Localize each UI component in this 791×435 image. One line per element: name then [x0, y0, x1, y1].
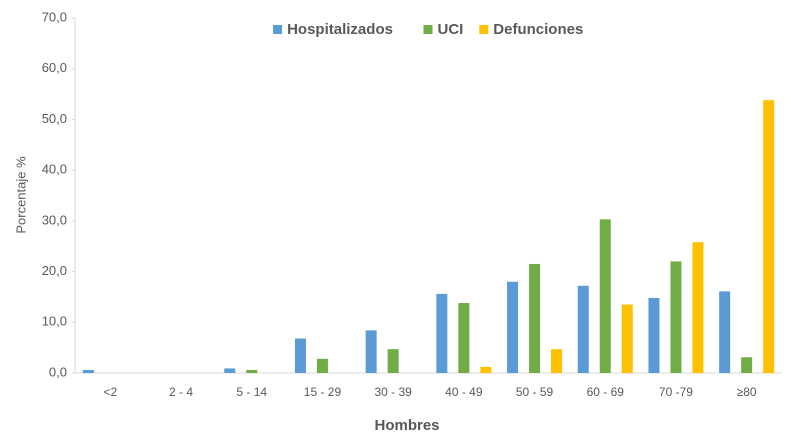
- y-tick-label: 30,0: [42, 212, 67, 227]
- bar: [621, 304, 633, 373]
- x-tick-label: 50 - 59: [516, 385, 554, 399]
- bar: [529, 263, 541, 373]
- legend-swatch: [273, 25, 283, 34]
- bar: [599, 219, 611, 373]
- x-tick-label: 15 - 29: [304, 385, 342, 399]
- bar: [316, 358, 328, 373]
- bar: [507, 281, 519, 373]
- x-tick-label: 70 -79: [659, 385, 693, 399]
- x-tick-label: <2: [104, 385, 118, 399]
- bar: [551, 349, 563, 373]
- y-tick-label: 50,0: [42, 111, 67, 126]
- bar: [458, 303, 470, 373]
- bar: [692, 242, 704, 373]
- y-tick-label: 40,0: [42, 162, 67, 177]
- legend-label: UCI: [438, 21, 464, 38]
- y-tick-label: 0,0: [49, 364, 67, 379]
- bar: [365, 330, 377, 373]
- x-tick-label: 40 - 49: [445, 385, 483, 399]
- legend-label: Defunciones: [493, 21, 583, 38]
- bar: [436, 293, 448, 373]
- x-tick-label: 2 - 4: [169, 385, 193, 399]
- bar: [387, 349, 399, 373]
- legend-label: Hospitalizados: [287, 21, 393, 38]
- x-axis-title: Hombres: [374, 417, 439, 434]
- bar: [670, 261, 682, 373]
- x-tick-label: 30 - 39: [374, 385, 412, 399]
- bar: [82, 369, 94, 373]
- bar: [480, 366, 492, 373]
- y-axis-title: Porcentaje %: [13, 156, 28, 234]
- bar: [294, 338, 306, 373]
- legend-swatch: [423, 25, 433, 34]
- legend-swatch: [479, 25, 489, 34]
- bar: [224, 368, 236, 373]
- y-tick-label: 20,0: [42, 263, 67, 278]
- bar: [741, 357, 753, 373]
- bar: [763, 100, 775, 374]
- bar: [246, 369, 258, 373]
- bar: [648, 297, 660, 373]
- x-tick-label: ≥80: [737, 385, 757, 399]
- x-tick-label: 5 - 14: [236, 385, 267, 399]
- y-tick-label: 60,0: [42, 60, 67, 75]
- bar: [577, 285, 589, 373]
- x-tick-label: 60 - 69: [587, 385, 625, 399]
- y-tick-label: 70,0: [42, 9, 67, 24]
- y-tick-label: 10,0: [42, 314, 67, 329]
- bar: [719, 291, 731, 373]
